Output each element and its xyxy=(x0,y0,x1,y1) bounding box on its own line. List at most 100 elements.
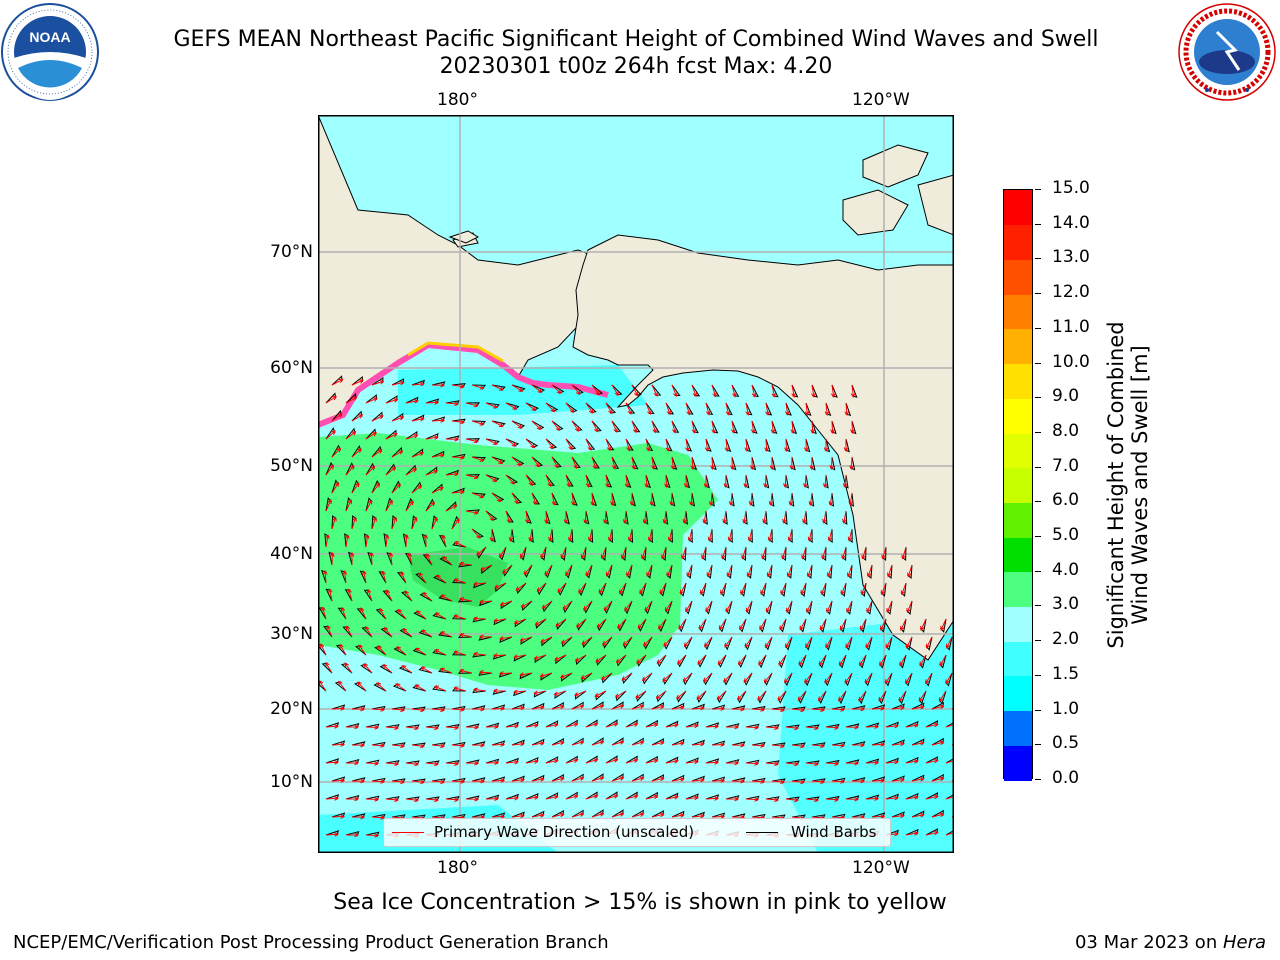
wave-direction-arrow xyxy=(701,546,707,560)
wave-direction-arrow xyxy=(880,618,887,631)
wave-direction-arrow xyxy=(472,616,487,622)
wave-direction-arrow xyxy=(414,684,427,692)
wave-direction-arrow xyxy=(945,830,954,836)
wave-direction-arrow xyxy=(746,564,753,578)
wave-direction-arrow xyxy=(901,546,907,560)
wave-direction-arrow xyxy=(551,456,559,469)
colorbar-segment xyxy=(1004,606,1032,642)
wave-direction-arrow xyxy=(758,654,767,666)
wave-direction-arrow xyxy=(585,722,599,728)
wave-direction-arrow xyxy=(685,759,699,765)
wave-direction-arrow xyxy=(371,516,377,530)
wave-direction-arrow xyxy=(784,438,789,453)
wave-direction-arrow xyxy=(651,740,665,746)
wave-direction-arrow xyxy=(805,761,819,767)
wave-direction-arrow xyxy=(711,384,717,398)
wave-direction-arrow xyxy=(499,546,507,559)
wave-direction-arrow xyxy=(711,814,726,819)
wave-direction-arrow xyxy=(451,779,466,784)
wave-direction-arrow xyxy=(681,546,687,560)
wave-direction-arrow xyxy=(665,438,671,452)
wave-direction-arrow xyxy=(480,564,493,571)
wave-direction-arrow xyxy=(724,636,733,648)
wave-direction-arrow xyxy=(331,378,344,386)
wave-direction-arrow xyxy=(658,618,667,630)
wave-direction-arrow xyxy=(763,672,773,684)
wave-direction-arrow xyxy=(491,492,502,503)
wave-direction-arrow xyxy=(445,725,460,730)
wave-direction-arrow xyxy=(491,456,504,464)
wave-direction-arrow xyxy=(807,528,813,542)
wave-direction-arrow xyxy=(571,740,585,746)
wave-direction-arrow xyxy=(683,636,693,648)
wave-direction-arrow xyxy=(571,776,585,782)
wave-direction-arrow xyxy=(405,399,419,404)
wave-direction-arrow xyxy=(846,600,853,613)
colorbar-segment xyxy=(1004,259,1032,295)
wave-direction-arrow xyxy=(641,672,653,682)
wave-direction-arrow xyxy=(790,420,796,435)
wave-direction-arrow xyxy=(513,618,527,625)
wave-direction-arrow xyxy=(358,644,367,656)
wave-band-4-to-5 xyxy=(408,547,508,607)
wave-direction-arrow xyxy=(411,381,425,387)
wave-direction-arrow xyxy=(511,384,524,392)
wave-direction-arrow xyxy=(645,402,652,416)
wave-direction-arrow xyxy=(829,456,835,471)
wave-direction-arrow xyxy=(385,466,397,476)
wave-direction-arrow xyxy=(625,722,639,728)
wave-direction-arrow xyxy=(465,402,479,408)
wave-direction-arrow xyxy=(726,760,740,766)
wave-direction-arrow xyxy=(545,722,559,728)
wave-direction-arrow xyxy=(605,758,619,764)
wave-direction-arrow xyxy=(431,382,446,388)
wave-direction-arrow xyxy=(404,590,413,602)
wave-direction-arrow xyxy=(605,402,613,415)
wave-direction-arrow xyxy=(745,761,760,766)
wave-direction-arrow xyxy=(925,794,939,800)
wave-direction-arrow xyxy=(819,618,827,631)
lat-label-10n: 10°N xyxy=(270,772,313,792)
wave-direction-arrow xyxy=(625,402,632,415)
wave-direction-arrow xyxy=(508,528,514,542)
wave-direction-arrow xyxy=(459,561,473,567)
wave-direction-arrow xyxy=(744,438,750,453)
wave-direction-arrow xyxy=(453,578,467,584)
wave-direction-arrow xyxy=(605,794,619,800)
colorbar-tick-label: 1.0 xyxy=(1052,698,1080,719)
wave-direction-arrow xyxy=(736,690,747,701)
wave-direction-arrow xyxy=(591,776,605,782)
wave-direction-arrow xyxy=(720,582,727,595)
wave-direction-arrow xyxy=(664,474,669,489)
wave-direction-arrow xyxy=(485,724,500,730)
wave-direction-arrow xyxy=(900,582,907,596)
wave-direction-arrow xyxy=(453,650,467,656)
wave-direction-arrow xyxy=(745,797,760,802)
wave-direction-arrow xyxy=(645,794,659,800)
wave-direction-arrow xyxy=(740,582,747,595)
wave-direction-arrow xyxy=(659,582,667,595)
wave-direction-arrow xyxy=(571,704,585,710)
wave-direction-arrow xyxy=(920,618,927,631)
wave-direction-arrow xyxy=(696,690,707,700)
wave-direction-arrow xyxy=(607,528,613,542)
wave-direction-arrow xyxy=(770,420,776,434)
wave-direction-arrow xyxy=(425,400,440,405)
wave-direction-arrow xyxy=(383,626,393,638)
wave-direction-arrow xyxy=(585,474,591,488)
wave-direction-arrow xyxy=(705,600,713,613)
wave-direction-arrow xyxy=(431,418,446,423)
wave-direction-arrow xyxy=(585,758,599,764)
wave-direction-arrow xyxy=(605,722,619,728)
colorbar-segment xyxy=(1004,502,1032,538)
wave-direction-arrow xyxy=(631,776,645,782)
wave-direction-arrow xyxy=(830,420,835,435)
colorbar-tick xyxy=(1035,258,1041,260)
wave-direction-arrow xyxy=(799,618,807,631)
wave-direction-arrow xyxy=(411,743,425,749)
map-legend: Primary Wave Direction (unscaled) Wind B… xyxy=(383,818,891,847)
wave-direction-arrow xyxy=(540,546,547,559)
wave-direction-arrow xyxy=(491,814,506,819)
wave-direction-arrow xyxy=(651,420,657,434)
wave-direction-arrow xyxy=(536,582,547,593)
